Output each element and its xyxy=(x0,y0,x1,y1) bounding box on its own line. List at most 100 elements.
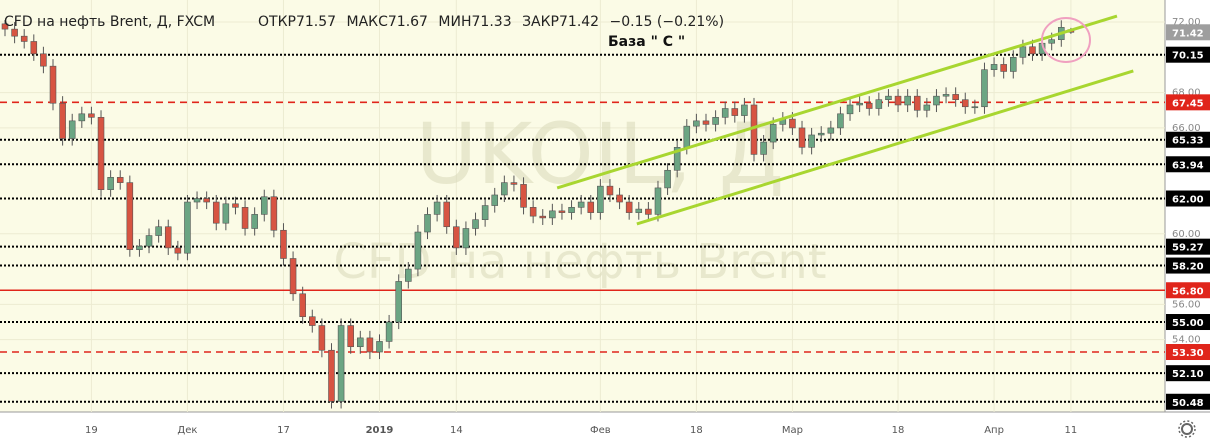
candle-body xyxy=(520,184,527,208)
x-tick-label: 18 xyxy=(892,425,905,436)
candle-body xyxy=(241,207,249,229)
candle-body xyxy=(270,196,278,231)
candle-body xyxy=(366,337,374,353)
level-label: 53.30 xyxy=(1172,348,1204,359)
candle-body xyxy=(472,219,479,229)
candle-body xyxy=(865,102,873,109)
candle-body xyxy=(309,316,316,326)
candle-body xyxy=(126,182,134,250)
y-tick-label: 56.00 xyxy=(1172,299,1201,310)
x-tick-label: Апр xyxy=(984,425,1004,436)
candle-body xyxy=(606,185,614,196)
x-tick-label: Дек xyxy=(177,425,197,436)
candle-body xyxy=(385,321,393,342)
candle-body xyxy=(376,341,383,353)
candle-body xyxy=(1000,64,1007,72)
candle-body xyxy=(789,118,796,129)
candle-body xyxy=(942,94,950,97)
candles xyxy=(1,16,1075,409)
candle-body xyxy=(414,231,422,270)
candle-body xyxy=(904,95,911,106)
y-tick-label: 54.00 xyxy=(1172,335,1201,346)
candle-body xyxy=(827,127,835,134)
candle-body xyxy=(40,53,47,67)
candle-body xyxy=(78,113,86,122)
candle-body xyxy=(577,201,585,208)
candle-body xyxy=(395,281,402,323)
level-label: 50.48 xyxy=(1172,398,1204,409)
candle-body xyxy=(952,94,959,100)
price-label-bg xyxy=(1166,24,1210,41)
candle-body xyxy=(712,117,719,125)
candle-body xyxy=(635,208,643,213)
candle-body xyxy=(597,185,604,213)
candle-body xyxy=(1,23,9,30)
header-bg xyxy=(0,6,14,20)
x-tick-label: 18 xyxy=(690,425,703,436)
settings-icon[interactable] xyxy=(1178,420,1196,438)
y-tick-label: 72.00 xyxy=(1172,17,1201,28)
candle-body xyxy=(731,108,739,116)
candle-body xyxy=(443,201,450,228)
candle-body xyxy=(232,203,239,208)
candle-body xyxy=(673,147,681,171)
candle-body xyxy=(539,215,547,219)
axes: 19 Дек 17 2019 14 Фев 18 Мар 18 Апр 11 72.00 68.00 66… xyxy=(85,17,1210,436)
candle-body xyxy=(846,104,854,115)
y-tick-label: 60.00 xyxy=(1172,229,1201,240)
candle-body xyxy=(645,208,652,215)
candle-body xyxy=(347,325,354,348)
x-tick-label: 11 xyxy=(1065,425,1078,436)
candle-body xyxy=(885,95,892,100)
candle-body xyxy=(164,226,172,249)
candle-body xyxy=(145,235,153,247)
level-label-bg xyxy=(1166,238,1210,255)
candle-body xyxy=(1010,57,1017,72)
candle-body xyxy=(59,102,66,139)
candle-body xyxy=(587,201,595,213)
candle-body xyxy=(741,104,748,116)
candle-body xyxy=(222,203,230,224)
level-label-bg xyxy=(1166,344,1210,361)
candle-body xyxy=(990,64,998,70)
candle-body xyxy=(88,113,95,118)
candle-body xyxy=(654,187,662,215)
close-value: 71.42 xyxy=(559,14,599,30)
candle-body xyxy=(856,102,863,106)
high-label: МАКС xyxy=(347,14,389,30)
candle-body xyxy=(212,201,220,224)
level-label: 58.20 xyxy=(1172,262,1204,273)
level-label-bg xyxy=(1166,282,1210,299)
level-label-bg xyxy=(1166,257,1210,274)
x-tick-label: 17 xyxy=(277,425,290,436)
highlight-circle xyxy=(1041,17,1091,63)
candle-body xyxy=(894,95,902,106)
x-tick-label: 19 xyxy=(85,425,98,436)
candle-body xyxy=(116,177,124,183)
candle-body xyxy=(97,117,105,190)
candle-body xyxy=(453,226,460,249)
candle-body xyxy=(568,207,575,213)
gear[interactable] xyxy=(1181,423,1193,435)
level-label-bg xyxy=(1166,156,1210,173)
level-label-bg xyxy=(1166,365,1210,382)
x-tick-label: Фев xyxy=(590,425,611,436)
candle-body xyxy=(433,201,441,215)
candle-body xyxy=(1019,46,1027,58)
levels xyxy=(0,53,1165,403)
candle-body xyxy=(136,245,143,250)
candle-body xyxy=(11,28,18,37)
candle-body xyxy=(558,210,566,213)
y-tick-label: 68.00 xyxy=(1172,88,1201,99)
x-tick-label: 14 xyxy=(450,425,463,436)
close-label: ЗАКР xyxy=(522,14,559,30)
x-tick-label: Мар xyxy=(782,425,803,436)
level-label-bg xyxy=(1166,314,1210,331)
candle-body xyxy=(961,99,969,108)
candle-body xyxy=(760,141,767,155)
candle-body xyxy=(837,113,844,129)
candle-body xyxy=(769,124,777,143)
candle-body xyxy=(798,127,806,148)
candle-body xyxy=(875,99,883,109)
